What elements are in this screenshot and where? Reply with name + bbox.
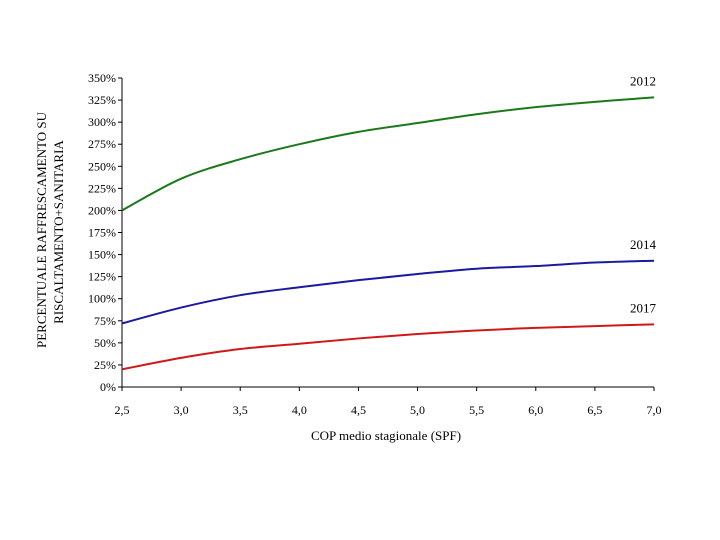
series-line-2014	[121, 259, 655, 325]
y-tick-label: 225%	[88, 181, 116, 195]
x-tick-label: 2,5	[115, 403, 130, 417]
x-tick-label: 3,5	[233, 403, 248, 417]
y-axis-title-line1: PERCENTUALE RAFFRESCAMENTO SU	[34, 111, 49, 348]
x-tick-label: 6,5	[587, 403, 602, 417]
x-tick-label: 4,0	[292, 403, 307, 417]
y-tick-label: 75%	[94, 314, 116, 328]
x-tick-label: 4,5	[351, 403, 366, 417]
x-tick-label: 5,0	[410, 403, 425, 417]
y-tick-label: 275%	[88, 137, 116, 151]
y-tick-label: 300%	[88, 115, 116, 129]
y-tick-label: 125%	[88, 270, 116, 284]
y-tick-label: 250%	[88, 159, 116, 173]
x-tick-label: 3,0	[174, 403, 189, 417]
series-label-2017: 2017	[630, 300, 657, 315]
series-lines	[121, 96, 655, 371]
series-line-2012	[121, 96, 655, 212]
y-tick-label: 325%	[88, 93, 116, 107]
y-axis: 0% 25% 50% 75% 100% 125% 150% 175% 200% 225% 250% 2…	[88, 71, 123, 394]
y-tick-label: 175%	[88, 226, 116, 240]
x-tick-label: 6,0	[528, 403, 543, 417]
x-axis: 2,5 3,0 3,5 4,0 4,5 5,0 5,5 6,0 6,5 7,0	[115, 386, 662, 417]
y-tick-label: 100%	[88, 292, 116, 306]
x-tick-label: 5,5	[469, 403, 484, 417]
series-label-2014: 2014	[630, 237, 657, 252]
y-tick-label: 50%	[94, 336, 116, 350]
x-axis-title: COP medio stagionale (SPF)	[311, 428, 461, 443]
series-line-2017	[121, 323, 655, 371]
y-axis-title-line2: RISCALTAMENTO+SANITARIA	[51, 140, 66, 324]
x-tick-label: 7,0	[647, 403, 662, 417]
y-tick-label: 200%	[88, 203, 116, 217]
y-tick-label: 25%	[94, 358, 116, 372]
series-labels: 2012 2014 2017	[630, 73, 657, 315]
y-tick-label: 350%	[88, 71, 116, 85]
series-label-2012: 2012	[630, 73, 656, 88]
y-tick-label: 150%	[88, 248, 116, 262]
y-tick-label: 0%	[100, 380, 116, 394]
